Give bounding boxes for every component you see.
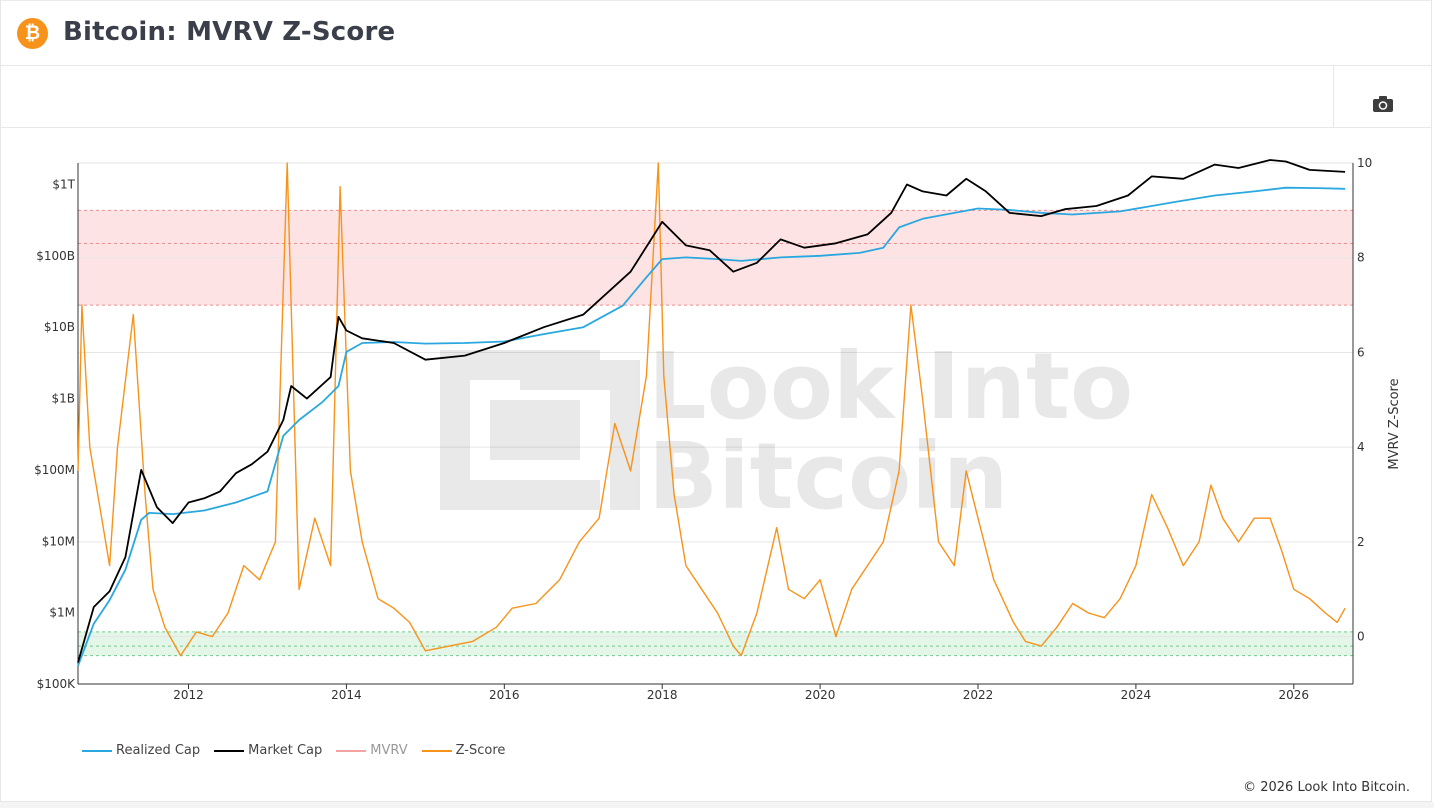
y-left-tick-label: $100M xyxy=(34,463,75,477)
y-left-tick-label: $10M xyxy=(42,534,75,548)
legend-label: MVRV xyxy=(370,743,408,758)
chart-legend: Realized Cap Market Cap MVRV Z-Score xyxy=(82,743,505,758)
legend-label: Realized Cap xyxy=(116,743,201,758)
bitcoin-logo-icon: ₿ xyxy=(17,18,48,49)
y-left-tick-label: $1T xyxy=(52,177,75,191)
x-tick-label: 2026 xyxy=(1279,688,1310,702)
x-tick-label: 2024 xyxy=(1121,688,1152,702)
series-line-z-score xyxy=(77,162,1346,657)
x-tick-label: 2022 xyxy=(963,688,994,702)
y-left-tick-label: $1B xyxy=(51,392,75,406)
x-tick-label: 2016 xyxy=(489,688,520,702)
x-tick-label: 2012 xyxy=(173,688,204,702)
x-tick-label: 2020 xyxy=(805,688,836,702)
legend-swatch xyxy=(336,749,367,752)
header: ₿ Bitcoin: MVRV Z-Score xyxy=(0,0,1432,66)
x-tick-label: 2018 xyxy=(647,688,678,702)
watermark-text: Look Into xyxy=(648,333,1133,440)
toolbar-divider xyxy=(1333,66,1334,127)
camera-icon[interactable] xyxy=(1372,95,1394,113)
y-right-tick-label: 0 xyxy=(1357,630,1365,644)
legend-item-mvrv[interactable]: MVRV xyxy=(336,743,408,758)
bottom-divider xyxy=(0,802,1434,808)
y-left-tick-label: $100K xyxy=(37,677,77,691)
y-left-tick-label: $1M xyxy=(49,606,75,620)
y-right-tick-label: 8 xyxy=(1357,251,1365,265)
y-right-tick-label: 2 xyxy=(1357,535,1365,549)
series-line-realized-cap xyxy=(77,186,1346,667)
series-line-market-cap xyxy=(77,159,1346,663)
chart-toolbar xyxy=(0,66,1432,128)
y-left-tick-label: $10B xyxy=(44,320,75,334)
y-right-tick-label: 4 xyxy=(1357,440,1365,454)
legend-item-z-score[interactable]: Z-Score xyxy=(421,743,506,758)
legend-label: Z-Score xyxy=(455,743,506,758)
legend-item-market-cap[interactable]: Market Cap xyxy=(214,743,322,758)
x-tick-label: 2014 xyxy=(331,688,362,702)
legend-swatch xyxy=(214,749,245,752)
y-right-axis-label: MVRV Z-Score xyxy=(1387,378,1402,469)
y-right-tick-label: 10 xyxy=(1357,156,1372,170)
y-right-tick-label: 6 xyxy=(1357,345,1365,359)
copyright-text: © 2026 Look Into Bitcoin. xyxy=(1243,780,1410,795)
legend-swatch xyxy=(82,749,112,752)
legend-item-realized-cap[interactable]: Realized Cap xyxy=(82,743,200,758)
y-left-tick-label: $100B xyxy=(36,249,75,263)
watermark-text: Bitcoin xyxy=(648,423,1008,530)
page-title: Bitcoin: MVRV Z-Score xyxy=(63,17,396,47)
zone-band-1 xyxy=(78,631,1353,656)
watermark-logo-icon xyxy=(440,350,640,510)
legend-swatch xyxy=(421,749,452,752)
legend-label: Market Cap xyxy=(248,743,323,758)
